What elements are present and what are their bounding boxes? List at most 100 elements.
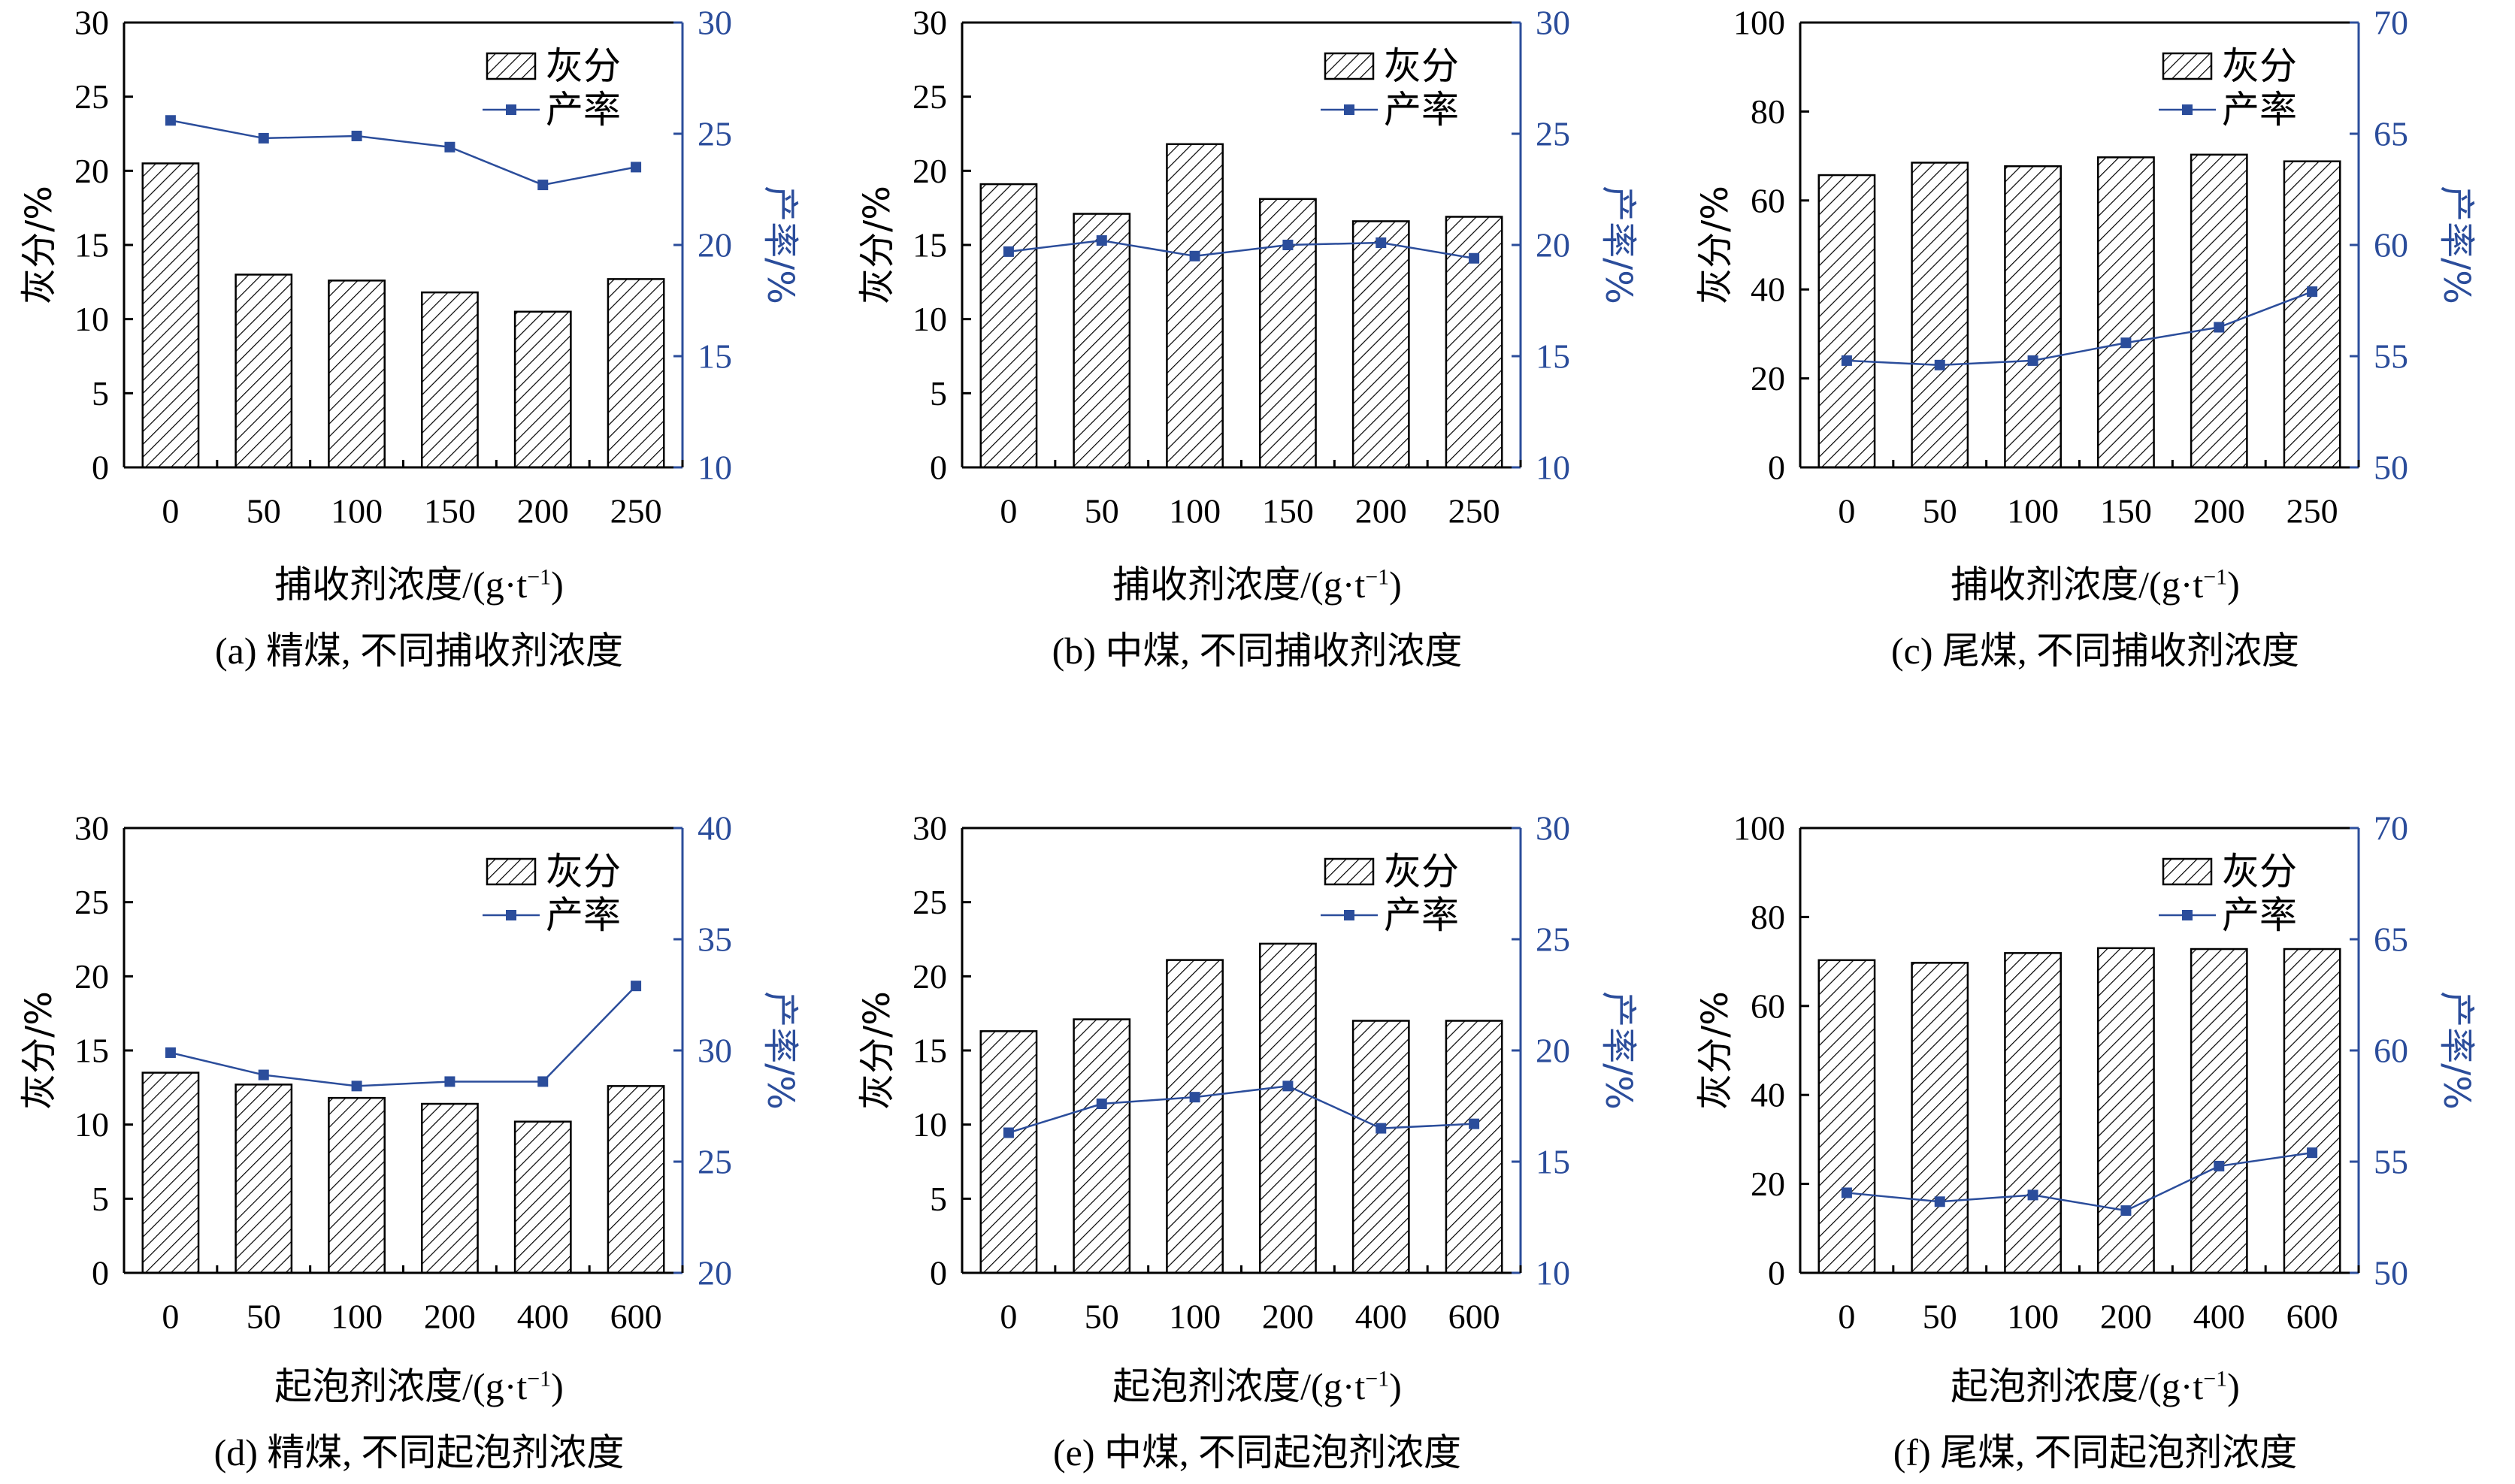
yield-point-0 (165, 115, 176, 126)
x-tick-label: 400 (1355, 1298, 1407, 1336)
left-tick-label: 40 (1751, 1076, 1785, 1114)
x-tick-label: 200 (424, 1298, 476, 1336)
right-tick-label: 10 (1536, 1254, 1570, 1292)
chart-c: 0 20 40 60 80 100 50 55 60 65 70 0 50 100 150 200 250 灰分/… (1694, 4, 2477, 530)
bar-200 (421, 1102, 479, 1274)
right-tick-label: 25 (698, 115, 732, 153)
right-tick-label: 70 (2374, 809, 2408, 848)
chart-f: 0 20 40 60 80 100 50 55 60 65 70 0 50 100 200 400 600 灰分/… (1694, 809, 2477, 1336)
bar-100 (328, 1096, 386, 1274)
chart-b: 0 5 10 15 20 25 30 10 15 20 25 30 0 50 100 150 200 250 灰分/… (856, 4, 1639, 530)
yield-point-100 (351, 130, 362, 141)
yield-point-600 (2307, 1147, 2318, 1159)
left-tick-label: 15 (74, 226, 109, 264)
yield-series-line (170, 119, 637, 186)
right-tick-label: 55 (2374, 1143, 2408, 1181)
right-tick-label: 30 (698, 1032, 732, 1070)
right-tick-label: 20 (1536, 226, 1570, 264)
left-axis-title: 灰分/% (18, 991, 60, 1110)
left-tick-label: 80 (1751, 898, 1785, 936)
bar-100 (2004, 165, 2062, 469)
bar-150 (1259, 198, 1317, 469)
x-axis-title: 起泡剂浓度/(g·t−1) (274, 1365, 564, 1407)
bar-400 (1351, 1020, 1410, 1274)
right-tick-label: 60 (2374, 226, 2408, 264)
left-tick-label: 20 (1751, 359, 1785, 397)
left-tick-label: 10 (74, 1105, 109, 1144)
right-tick-label: 10 (698, 449, 732, 487)
left-axis-title: 灰分/% (856, 186, 898, 304)
x-tick-label: 0 (1838, 1298, 1855, 1336)
yield-series-line (1846, 290, 2313, 367)
bar-200 (513, 310, 572, 469)
chart-caption: (e) 中煤, 不同起泡剂浓度 (1053, 1431, 1461, 1473)
legend-line-label: 产率 (1384, 88, 1459, 131)
x-tick-label: 100 (2007, 492, 2059, 530)
bar-100 (2004, 952, 2062, 1274)
x-axis-title: 捕收剂浓度/(g·t−1) (274, 564, 564, 606)
right-tick-label: 15 (698, 337, 732, 376)
left-tick-label: 30 (74, 4, 109, 42)
left-tick-label: 0 (1768, 449, 1785, 487)
bar-0 (141, 162, 200, 469)
x-tick-label: 400 (517, 1298, 569, 1336)
yield-point-150 (2120, 337, 2132, 349)
yield-point-400 (2214, 1160, 2225, 1171)
x-tick-label: 0 (1000, 1298, 1017, 1336)
x-tick-label: 50 (1923, 492, 1957, 530)
right-axis-title: 产率/% (2435, 186, 2477, 304)
yield-point-0 (1841, 1187, 1852, 1198)
left-tick-label: 20 (912, 152, 947, 190)
legend-line-marker (2182, 104, 2193, 115)
left-tick-label: 0 (930, 449, 947, 487)
right-tick-label: 35 (698, 920, 732, 959)
right-axis-title: 产率/% (759, 991, 801, 1110)
right-tick-label: 15 (1536, 1143, 1570, 1181)
left-axis-title: 灰分/% (18, 186, 60, 304)
right-tick-label: 30 (698, 4, 732, 42)
legend-bar-label: 灰分 (2222, 44, 2297, 88)
yield-point-100 (351, 1081, 362, 1092)
left-tick-label: 25 (912, 883, 947, 921)
right-tick-label: 65 (2374, 920, 2408, 959)
right-tick-label: 60 (2374, 1032, 2408, 1070)
legend-bar-swatch (486, 52, 537, 80)
chart-panel-a: 0 5 10 15 20 25 30 10 15 20 25 30 0 50 100 150 200 250 灰分/… (0, 0, 838, 742)
x-tick-label: 250 (610, 492, 662, 530)
bar-600 (1445, 1020, 1503, 1274)
bar-50 (1073, 213, 1131, 469)
x-tick-label: 100 (331, 1298, 383, 1336)
x-tick-label: 600 (610, 1298, 662, 1336)
legend-line-label: 产率 (2222, 893, 2297, 937)
chart-a: 0 5 10 15 20 25 30 10 15 20 25 30 0 50 100 150 200 250 灰分/… (18, 4, 801, 530)
x-axis-title: 起泡剂浓度/(g·t−1) (1112, 1365, 1402, 1407)
left-tick-label: 0 (92, 1254, 109, 1292)
x-tick-label: 50 (1085, 1298, 1119, 1336)
yield-series-line (170, 985, 637, 1087)
bar-50 (235, 274, 293, 469)
yield-point-600 (1469, 1118, 1480, 1129)
left-tick-label: 30 (912, 4, 947, 42)
x-tick-label: 200 (517, 492, 569, 530)
left-tick-label: 25 (912, 77, 947, 116)
yield-point-50 (258, 1069, 269, 1081)
x-tick-label: 150 (2100, 492, 2152, 530)
right-axis-title: 产率/% (1597, 186, 1639, 304)
legend-bar-swatch (2162, 52, 2213, 80)
left-tick-label: 5 (92, 1180, 109, 1218)
legend-bar-label: 灰分 (546, 850, 621, 893)
x-tick-label: 600 (2287, 1298, 2338, 1336)
x-tick-label: 0 (162, 492, 179, 530)
chart-caption: (a) 精煤, 不同捕收剂浓度 (215, 630, 623, 672)
bar-150 (2097, 156, 2155, 469)
legend-line-label: 产率 (2222, 88, 2297, 131)
x-tick-label: 100 (1169, 492, 1221, 530)
left-tick-label: 20 (74, 957, 109, 996)
left-tick-label: 60 (1751, 987, 1785, 1025)
x-tick-label: 600 (1448, 1298, 1500, 1336)
right-tick-label: 65 (2374, 115, 2408, 153)
x-tick-label: 150 (1262, 492, 1314, 530)
left-tick-label: 20 (1751, 1165, 1785, 1203)
left-tick-label: 15 (912, 226, 947, 264)
left-tick-label: 20 (912, 957, 947, 996)
